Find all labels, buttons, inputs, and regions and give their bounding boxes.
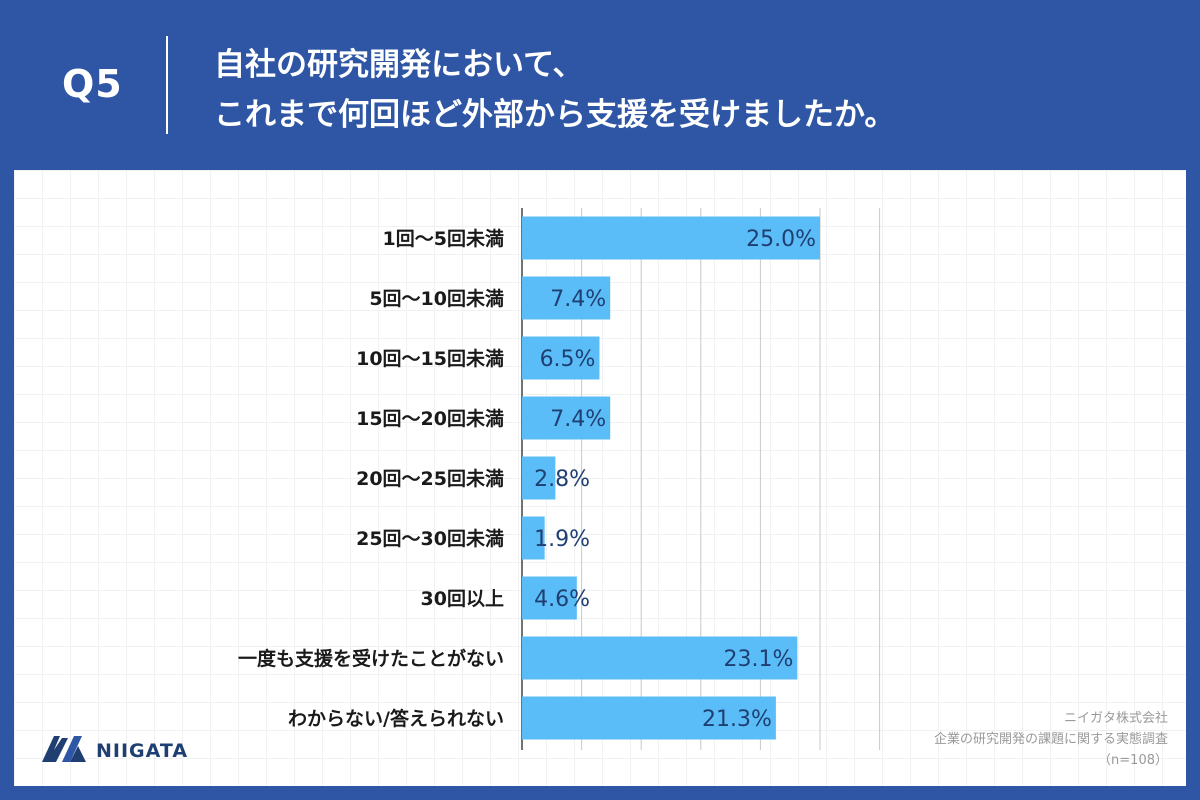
survey-title: 企業の研究開発の課題に関する実態調査: [933, 732, 1168, 747]
niigata-logo-icon: [42, 736, 86, 762]
bar: [522, 216, 820, 260]
value-label: 7.4%: [550, 287, 606, 312]
bar: [522, 636, 798, 680]
category-label: 25回〜30回未満: [356, 527, 504, 550]
value-label: 25.0%: [746, 227, 816, 252]
question-text: 自社の研究開発において、 これまで何回ほど外部から支援を受けましたか。: [214, 40, 895, 140]
value-label: 1.9%: [534, 527, 590, 552]
value-label: 6.5%: [540, 347, 596, 372]
category-label: 15回〜20回未満: [356, 407, 504, 430]
question-number: Q5: [62, 62, 123, 106]
bar: [522, 396, 611, 440]
bar: [522, 696, 776, 740]
header-divider: [166, 36, 168, 134]
category-label: 5回〜10回未満: [369, 287, 504, 310]
bar: [522, 276, 611, 320]
value-label: 23.1%: [723, 647, 793, 672]
bar: [522, 456, 556, 500]
survey-credit: ニイガタ株式会社 企業の研究開発の課題に関する実態調査 （n=108）: [934, 708, 1168, 771]
bar: [522, 576, 577, 620]
category-label: 30回以上: [421, 588, 504, 610]
sample-size: （n=108）: [1098, 753, 1168, 768]
value-label: 2.8%: [534, 467, 590, 492]
category-label: わからない/答えられない: [288, 707, 504, 730]
company-name: ニイガタ株式会社: [1063, 711, 1168, 726]
category-label: 20回〜25回未満: [356, 467, 504, 490]
bar: [522, 516, 545, 560]
chart-panel: 1回〜5回未満 25.0% 5回〜10回未満 7.4% 10回〜15回未満 6.5% 15回…: [14, 170, 1186, 786]
value-label: 21.3%: [702, 707, 772, 732]
value-label: 7.4%: [550, 407, 606, 432]
category-label: 1回〜5回未満: [383, 227, 504, 250]
bar-chart: 1回〜5回未満 25.0% 5回〜10回未満 7.4% 10回〜15回未満 6.5% 15回…: [238, 208, 881, 750]
header: Q5 自社の研究開発において、 これまで何回ほど外部から支援を受けましたか。: [0, 0, 1200, 170]
bar: [522, 336, 600, 380]
question-line-2: これまで何回ほど外部から支援を受けましたか。: [214, 97, 896, 133]
brand-name: NIIGATA: [96, 740, 189, 762]
category-label: 一度も支援を受けたことがない: [238, 647, 504, 670]
question-line-1: 自社の研究開発において、: [214, 47, 584, 83]
value-label: 4.6%: [534, 587, 590, 612]
category-label: 10回〜15回未満: [356, 347, 504, 370]
